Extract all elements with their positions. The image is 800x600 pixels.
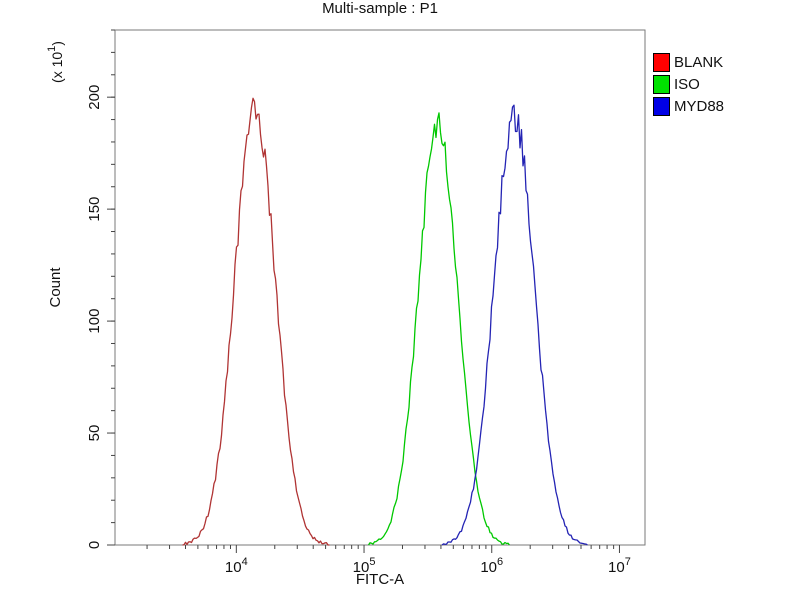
- legend-item-myd88: MYD88: [653, 97, 724, 116]
- series-curve-myd88: [441, 104, 588, 546]
- x-tick-label: 104: [225, 556, 248, 576]
- series-curve-blank: [182, 97, 330, 546]
- legend-swatch-myd88: [653, 97, 670, 116]
- y-tick-label: 150: [86, 197, 103, 222]
- legend-item-iso: ISO: [653, 75, 724, 94]
- y-axis-label: Count: [47, 267, 64, 308]
- legend: BLANK ISO MYD88: [653, 53, 724, 119]
- legend-swatch-blank: [653, 53, 670, 72]
- series-curve-iso: [367, 112, 510, 546]
- y-axis-unit-label: (x 101): [46, 41, 65, 83]
- legend-label-myd88: MYD88: [674, 98, 725, 115]
- y-tick-label: 200: [86, 85, 103, 110]
- y-tick-label: 100: [86, 309, 103, 334]
- legend-swatch-iso: [653, 75, 670, 94]
- chart-title: Multi-sample : P1: [322, 0, 438, 17]
- x-tick-label: 107: [608, 556, 631, 576]
- x-tick-label: 106: [480, 556, 503, 576]
- legend-label-blank: BLANK: [674, 54, 724, 71]
- x-tick-label: 105: [353, 556, 376, 576]
- x-axis-label: FITC-A: [356, 571, 404, 588]
- legend-label-iso: ISO: [674, 76, 700, 93]
- y-tick-label: 50: [86, 425, 103, 442]
- y-tick-label: 0: [86, 541, 103, 549]
- legend-item-blank: BLANK: [653, 53, 724, 72]
